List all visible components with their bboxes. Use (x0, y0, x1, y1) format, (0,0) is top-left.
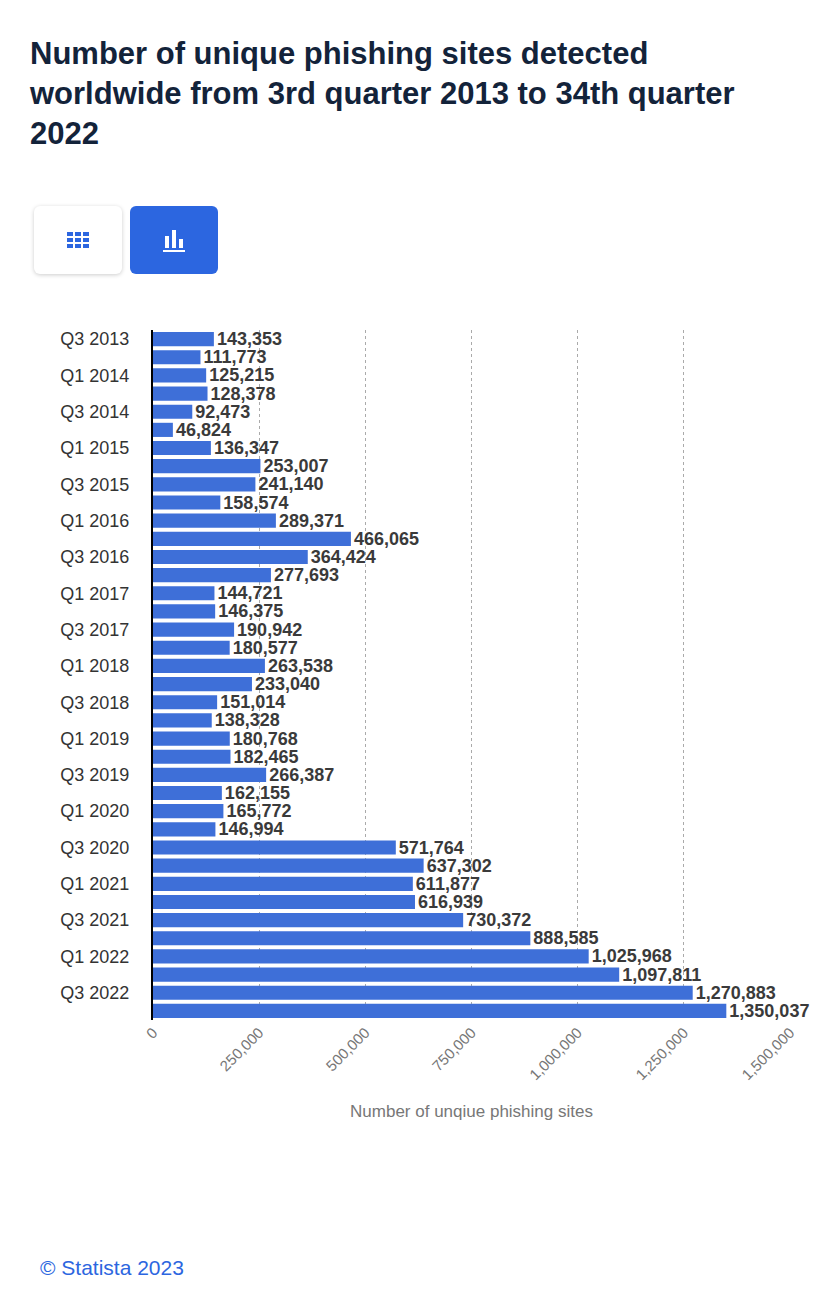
svg-text:151,014: 151,014 (220, 692, 285, 712)
svg-text:Q3 2015: Q3 2015 (60, 475, 129, 495)
svg-text:Q1 2016: Q1 2016 (60, 511, 129, 531)
svg-text:571,764: 571,764 (399, 838, 464, 858)
svg-text:Q3 2019: Q3 2019 (60, 765, 129, 785)
svg-text:Q1 2014: Q1 2014 (60, 366, 129, 386)
svg-text:364,424: 364,424 (311, 547, 376, 567)
svg-text:46,824: 46,824 (176, 420, 231, 440)
svg-text:Q1 2020: Q1 2020 (60, 801, 129, 821)
svg-text:611,877: 611,877 (416, 874, 480, 894)
svg-text:1,000,000: 1,000,000 (526, 1024, 585, 1083)
svg-text:180,577: 180,577 (233, 638, 298, 658)
svg-text:Q3 2021: Q3 2021 (60, 910, 129, 930)
svg-text:125,215: 125,215 (209, 365, 274, 385)
svg-text:182,465: 182,465 (233, 747, 298, 767)
svg-text:250,000: 250,000 (216, 1024, 266, 1074)
svg-text:180,768: 180,768 (233, 729, 298, 749)
svg-text:190,942: 190,942 (237, 620, 302, 640)
svg-text:233,040: 233,040 (255, 674, 320, 694)
svg-text:Q3 2022: Q3 2022 (60, 983, 129, 1003)
svg-text:136,347: 136,347 (214, 438, 279, 458)
svg-text:Number of unqiue phishing site: Number of unqiue phishing sites (350, 1102, 593, 1121)
svg-text:730,372: 730,372 (466, 910, 531, 930)
svg-text:Q1 2022: Q1 2022 (60, 947, 129, 967)
html-text:Number of unique phishing site: Number of unique phishing sites detected… (30, 36, 735, 151)
svg-text:241,140: 241,140 (258, 474, 323, 494)
svg-text:616,939: 616,939 (418, 892, 483, 912)
svg-text:466,065: 466,065 (354, 529, 419, 549)
svg-text:Q1 2021: Q1 2021 (60, 874, 129, 894)
svg-text:277,693: 277,693 (274, 565, 339, 585)
svg-text:Q3 2020: Q3 2020 (60, 838, 129, 858)
svg-text:1,270,883: 1,270,883 (696, 983, 776, 1003)
svg-text:92,473: 92,473 (195, 402, 250, 422)
svg-text:263,538: 263,538 (268, 656, 333, 676)
svg-text:0: 0 (143, 1024, 161, 1042)
svg-text:Q3 2016: Q3 2016 (60, 547, 129, 567)
svg-text:146,375: 146,375 (218, 601, 283, 621)
svg-text:1,350,037: 1,350,037 (729, 1001, 809, 1021)
svg-text:289,371: 289,371 (279, 511, 344, 531)
svg-text:1,500,000: 1,500,000 (738, 1024, 797, 1083)
svg-text:111,773: 111,773 (203, 347, 266, 367)
svg-text:Q1 2017: Q1 2017 (60, 584, 129, 604)
svg-text:253,007: 253,007 (263, 456, 328, 476)
html-text:© Statista 2023: © Statista 2023 (40, 1256, 184, 1279)
svg-text:138,328: 138,328 (215, 710, 280, 730)
svg-text:500,000: 500,000 (322, 1024, 372, 1074)
svg-text:165,772: 165,772 (226, 801, 291, 821)
svg-text:1,097,811: 1,097,811 (622, 965, 701, 985)
svg-text:Q3 2014: Q3 2014 (60, 402, 129, 422)
svg-text:128,378: 128,378 (211, 384, 276, 404)
svg-text:637,302: 637,302 (427, 856, 492, 876)
svg-text:888,585: 888,585 (533, 928, 598, 948)
svg-text:143,353: 143,353 (217, 329, 282, 349)
svg-text:Q1 2019: Q1 2019 (60, 729, 129, 749)
svg-text:1,250,000: 1,250,000 (632, 1024, 691, 1083)
svg-text:Q3 2017: Q3 2017 (60, 620, 129, 640)
svg-text:158,574: 158,574 (223, 493, 288, 513)
svg-text:1,025,968: 1,025,968 (592, 946, 672, 966)
svg-text:Q3 2018: Q3 2018 (60, 693, 129, 713)
svg-text:146,994: 146,994 (218, 819, 283, 839)
svg-text:750,000: 750,000 (429, 1024, 479, 1074)
svg-text:266,387: 266,387 (269, 765, 334, 785)
svg-text:Q1 2018: Q1 2018 (60, 656, 129, 676)
svg-text:Q1 2015: Q1 2015 (60, 438, 129, 458)
svg-text:162,155: 162,155 (225, 783, 290, 803)
svg-text:Q3 2013: Q3 2013 (60, 329, 129, 349)
svg-text:144,721: 144,721 (217, 583, 282, 603)
